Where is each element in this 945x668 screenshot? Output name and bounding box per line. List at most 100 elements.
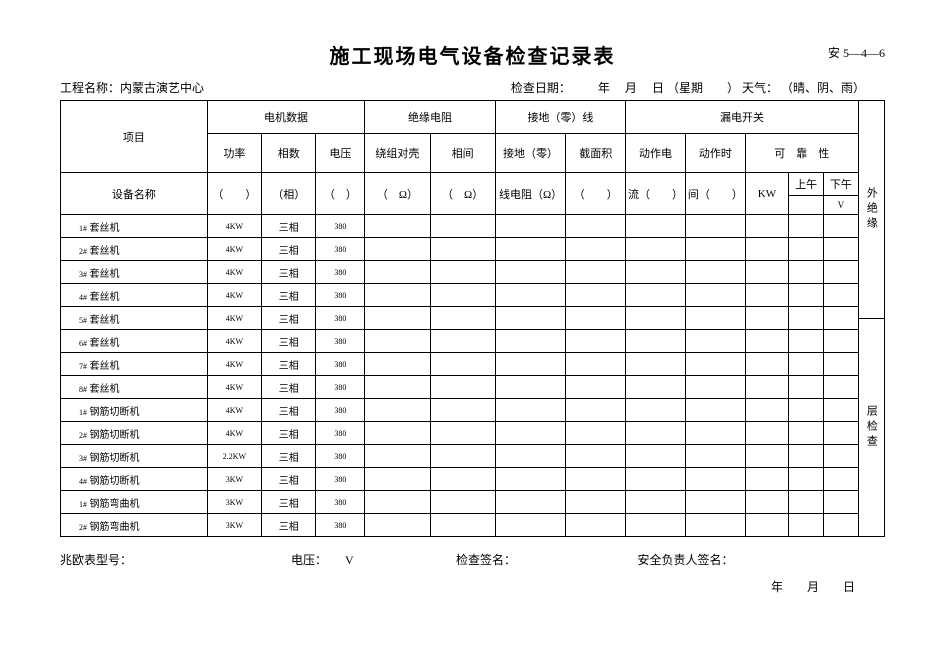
cell-empty xyxy=(365,468,430,491)
cell-empty xyxy=(365,261,430,284)
cell-power: 4KW xyxy=(207,238,261,261)
cell-empty xyxy=(626,284,686,307)
unit-cross: （ ） xyxy=(566,173,626,215)
cell-empty xyxy=(745,215,788,238)
cell-name: 5# 套丝机 xyxy=(61,307,208,330)
cell-empty xyxy=(626,491,686,514)
cell-empty xyxy=(566,353,626,376)
cell-phase: 三相 xyxy=(262,330,316,353)
cell-power: 4KW xyxy=(207,284,261,307)
table-body: 1# 套丝机4KW三相3802# 套丝机4KW三相3803# 套丝机4KW三相3… xyxy=(61,215,859,537)
cell-volt: 380 xyxy=(316,399,365,422)
main-table: 项目 电机数据 绝缘电阻 接地（零）线 漏电开关 功率 相数 电压 绕组对壳 相… xyxy=(60,100,859,537)
table-row: 1# 套丝机4KW三相380 xyxy=(61,215,859,238)
cell-empty xyxy=(495,376,566,399)
cell-volt: 380 xyxy=(316,238,365,261)
cell-phase: 三相 xyxy=(262,468,316,491)
hdr-project: 项目 xyxy=(61,101,208,173)
cell-empty xyxy=(626,422,686,445)
cell-empty xyxy=(745,261,788,284)
cell-empty xyxy=(789,215,824,238)
unit-ohm1: （ Ω） xyxy=(365,173,430,215)
cell-empty xyxy=(430,284,495,307)
cell-empty xyxy=(789,491,824,514)
cell-empty xyxy=(685,238,745,261)
cell-empty xyxy=(566,399,626,422)
meta-row: 工程名称：内蒙古演艺中心 检查日期： 年 月 日 （星期 ） 天气： （晴、阴、… xyxy=(60,79,885,96)
cell-empty xyxy=(365,238,430,261)
table-row: 6# 套丝机4KW三相380 xyxy=(61,330,859,353)
cell-empty xyxy=(626,445,686,468)
cell-volt: 380 xyxy=(316,261,365,284)
unit-flow: 流（ ） xyxy=(626,173,686,215)
cell-empty xyxy=(365,514,430,537)
cell-name: 8# 套丝机 xyxy=(61,376,208,399)
cell-empty xyxy=(495,307,566,330)
cell-name: 3# 钢筋切断机 xyxy=(61,445,208,468)
cell-empty xyxy=(745,445,788,468)
cell-name: 2# 钢筋切断机 xyxy=(61,422,208,445)
cell-empty xyxy=(789,514,824,537)
cell-empty xyxy=(430,399,495,422)
unit-v: （ ） xyxy=(316,173,365,215)
cell-empty xyxy=(745,330,788,353)
table-row: 2# 钢筋切断机4KW三相380 xyxy=(61,422,859,445)
cell-name: 1# 钢筋切断机 xyxy=(61,399,208,422)
cell-empty xyxy=(365,491,430,514)
cell-empty xyxy=(685,491,745,514)
cell-empty xyxy=(430,445,495,468)
cell-name: 1# 钢筋弯曲机 xyxy=(61,491,208,514)
cell-name: 3# 套丝机 xyxy=(61,261,208,284)
cell-empty xyxy=(430,422,495,445)
cell-empty xyxy=(745,399,788,422)
cell-phase: 三相 xyxy=(262,215,316,238)
cell-empty xyxy=(823,514,858,537)
cell-empty xyxy=(685,468,745,491)
cell-phase: 三相 xyxy=(262,376,316,399)
cell-volt: 380 xyxy=(316,307,365,330)
cell-phase: 三相 xyxy=(262,238,316,261)
cell-power: 4KW xyxy=(207,215,261,238)
cell-empty xyxy=(566,284,626,307)
cell-phase: 三相 xyxy=(262,514,316,537)
cell-empty xyxy=(789,422,824,445)
cell-empty xyxy=(365,422,430,445)
form-code: 安 5—4—6 xyxy=(828,44,885,61)
hdr-act-t: 动作时 xyxy=(685,134,745,173)
hdr-motor: 电机数据 xyxy=(207,101,365,134)
cell-empty xyxy=(365,215,430,238)
cell-empty xyxy=(365,353,430,376)
table-row: 3# 钢筋切断机2.2KW三相380 xyxy=(61,445,859,468)
cell-empty xyxy=(789,468,824,491)
cell-power: 4KW xyxy=(207,399,261,422)
cell-name: 2# 钢筋弯曲机 xyxy=(61,514,208,537)
cell-empty xyxy=(823,445,858,468)
cell-volt: 380 xyxy=(316,284,365,307)
unit-kw-l: （ ） xyxy=(207,173,261,215)
cell-empty xyxy=(495,330,566,353)
cell-empty xyxy=(430,376,495,399)
side-column: 外绝缘 层检查 xyxy=(859,100,885,537)
cell-empty xyxy=(685,399,745,422)
cell-empty xyxy=(685,445,745,468)
hdr-am: 上午 xyxy=(789,173,824,196)
cell-name: 2# 套丝机 xyxy=(61,238,208,261)
footer-safe: 安全负责人签名： xyxy=(638,551,886,568)
cell-empty xyxy=(566,422,626,445)
cell-empty xyxy=(495,353,566,376)
date-label: 检查日期： xyxy=(511,81,571,95)
weather-label: 天气： xyxy=(742,81,778,95)
cell-volt: 380 xyxy=(316,514,365,537)
cell-empty xyxy=(685,422,745,445)
month-label: 月 xyxy=(625,81,637,95)
cell-power: 3KW xyxy=(207,468,261,491)
cell-empty xyxy=(685,284,745,307)
hdr-reliab: 可 靠 性 xyxy=(745,134,858,173)
cell-empty xyxy=(626,468,686,491)
cell-empty xyxy=(430,215,495,238)
cell-empty xyxy=(626,376,686,399)
day-label: 日 xyxy=(652,81,664,95)
cell-power: 3KW xyxy=(207,491,261,514)
cell-empty xyxy=(365,399,430,422)
cell-empty xyxy=(685,376,745,399)
